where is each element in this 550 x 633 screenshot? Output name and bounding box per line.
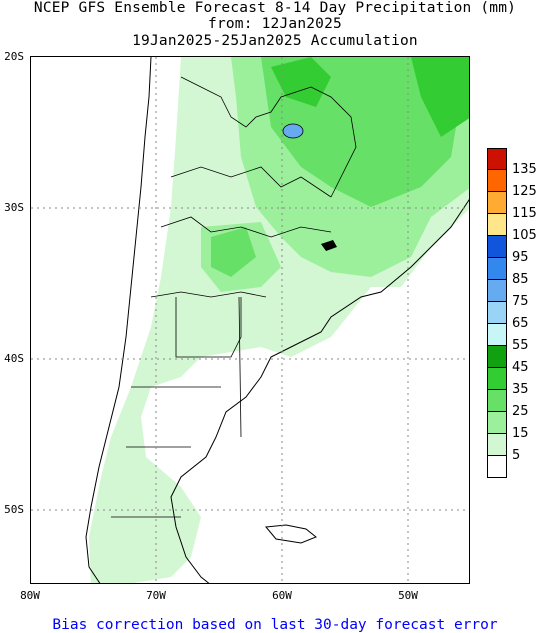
lat-label-40s: 40S — [4, 352, 24, 365]
lat-label-30s: 30S — [4, 201, 24, 214]
lat-label-50s: 50S — [4, 503, 24, 516]
legend-label: 105 — [512, 228, 537, 243]
lon-label-50w: 50W — [398, 589, 418, 602]
map-canvas — [31, 57, 469, 583]
legend-label: 65 — [512, 316, 529, 331]
lon-label-70w: 70W — [146, 589, 166, 602]
legend-label: 115 — [512, 206, 537, 221]
legend-label: 125 — [512, 184, 537, 199]
legend-swatch — [487, 236, 507, 258]
legend-swatch — [487, 258, 507, 280]
legend-label: 35 — [512, 382, 529, 397]
lat-label-20s: 20S — [4, 50, 24, 63]
legend-label: 95 — [512, 250, 529, 265]
forecast-from-date: from: 12Jan2025 — [208, 16, 342, 32]
gridlines — [31, 57, 469, 583]
legend-swatch — [487, 390, 507, 412]
accumulation-period: 19Jan2025-25Jan2025 Accumulation — [132, 33, 418, 49]
legend-swatch — [487, 368, 507, 390]
legend-swatch — [487, 434, 507, 456]
map-title: NCEP GFS Ensemble Forecast 8-14 Day Prec… — [33, 0, 517, 16]
islands-and-lakes — [265, 123, 337, 544]
legend-label: 5 — [512, 448, 521, 463]
legend-swatch — [487, 214, 507, 236]
bias-correction-note: Bias correction based on last 30-day for… — [52, 617, 498, 633]
legend-swatch — [487, 192, 507, 214]
lon-label-60w: 60W — [272, 589, 292, 602]
legend-swatch — [487, 412, 507, 434]
precipitation-map — [30, 56, 470, 584]
legend-swatch — [487, 456, 507, 478]
legend-swatch — [487, 324, 507, 346]
legend-swatch — [487, 148, 507, 170]
legend-label: 85 — [512, 272, 529, 287]
legend-swatch — [487, 302, 507, 324]
precip-35-45-area — [271, 57, 469, 137]
legend-label: 55 — [512, 338, 529, 353]
legend-swatch — [487, 280, 507, 302]
lon-label-80w: 80W — [20, 589, 40, 602]
legend-swatch — [487, 346, 507, 368]
legend-label: 75 — [512, 294, 529, 309]
legend-label: 45 — [512, 360, 529, 375]
legend-label: 25 — [512, 404, 529, 419]
political-borders — [111, 76, 357, 518]
legend-swatch — [487, 170, 507, 192]
legend-label: 15 — [512, 426, 529, 441]
legend-label: 135 — [512, 162, 537, 177]
